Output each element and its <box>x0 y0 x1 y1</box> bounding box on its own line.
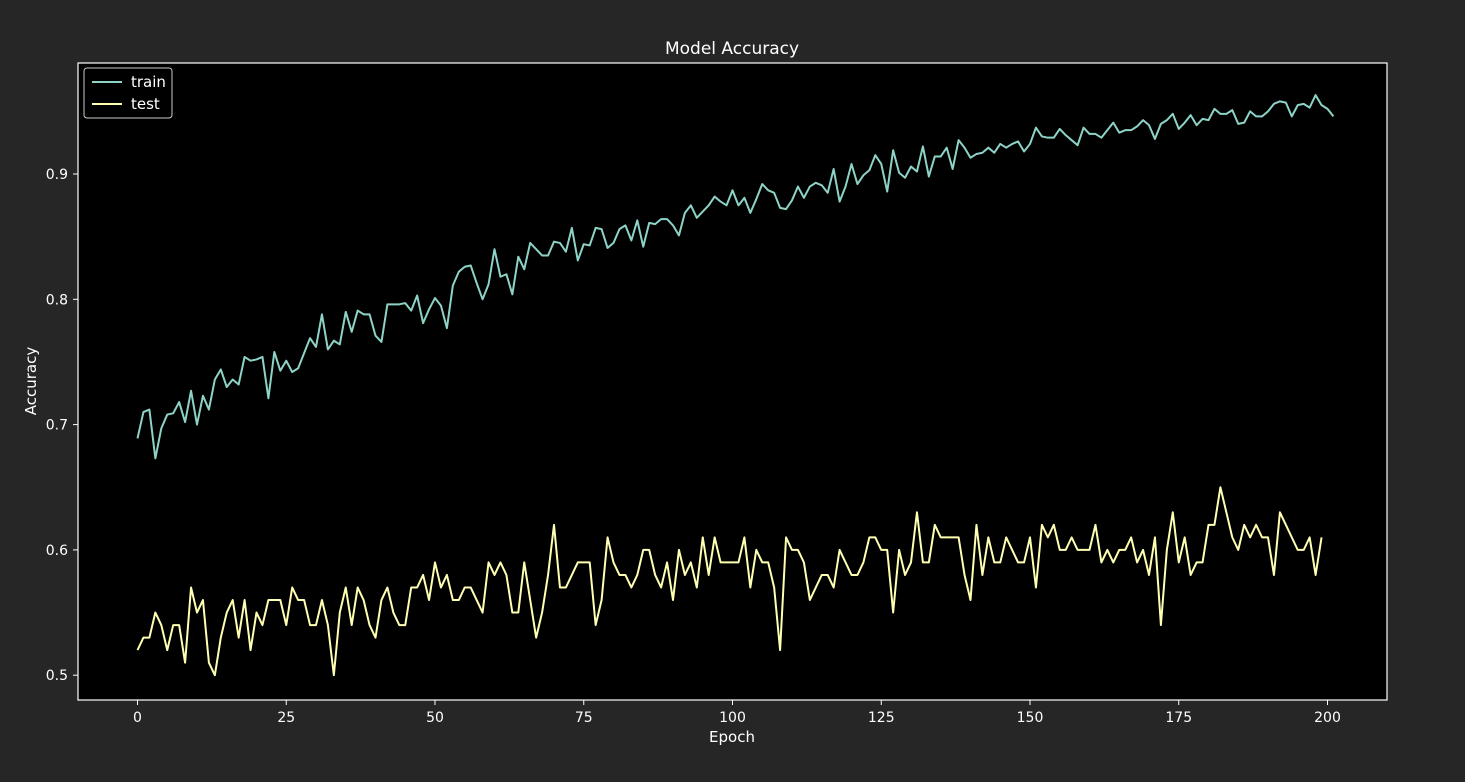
series-line-train <box>136 94 1335 460</box>
y-axis-label: Accuracy <box>22 347 40 416</box>
chart-title: Model Accuracy <box>665 39 799 59</box>
x-tick-label: 50 <box>426 710 444 726</box>
y-axis-ticks: 0.5 0.6 0.7 0.8 0.9 <box>46 167 78 684</box>
y-tick-label: 0.5 <box>46 668 68 684</box>
x-tick-label: 75 <box>575 710 593 726</box>
x-axis-ticks: 0 25 50 75 100 125 150 175 200 <box>133 700 1341 726</box>
x-tick-label: 200 <box>1314 710 1341 726</box>
x-tick-label: 150 <box>1017 710 1044 726</box>
x-tick-label: 25 <box>277 710 295 726</box>
x-tick-label: 175 <box>1165 710 1192 726</box>
legend-label-train: train <box>131 73 166 91</box>
plot-area <box>78 63 1387 700</box>
x-axis-label: Epoch <box>709 728 755 746</box>
y-tick-label: 0.8 <box>46 292 68 308</box>
series-line-test <box>136 486 1323 677</box>
legend-label-test: test <box>131 95 160 113</box>
legend: train test <box>83 67 173 119</box>
legend-box <box>83 67 173 119</box>
y-tick-label: 0.9 <box>46 167 68 183</box>
y-tick-label: 0.6 <box>46 543 68 559</box>
x-tick-label: 125 <box>868 710 895 726</box>
y-tick-label: 0.7 <box>46 418 68 434</box>
x-tick-label: 0 <box>133 710 142 726</box>
x-tick-label: 100 <box>719 710 746 726</box>
series-layer <box>136 94 1335 677</box>
